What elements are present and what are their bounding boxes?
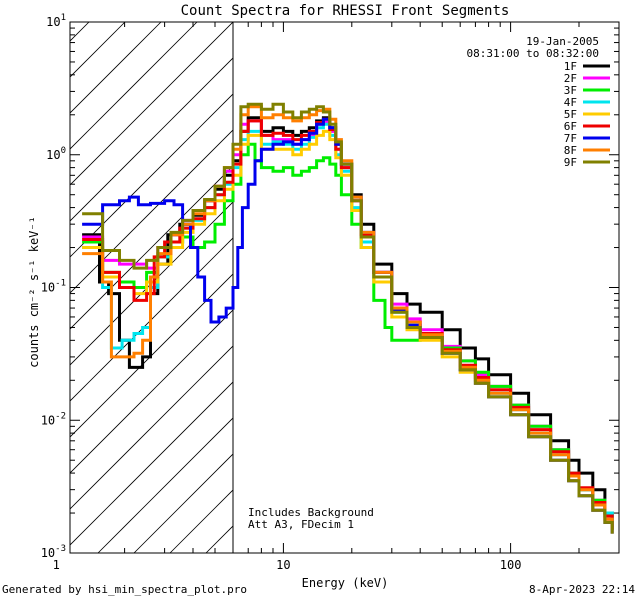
series-line-7F <box>82 117 614 534</box>
date-label: 19-Jan-2005 <box>526 35 599 48</box>
y-tick-base: 10 <box>46 15 60 29</box>
legend-label-6F: 6F <box>564 120 577 133</box>
hatch-line <box>70 22 234 186</box>
y-tick-exponent: -1 <box>55 279 66 289</box>
legend-label-9F: 9F <box>564 156 577 169</box>
background-note: Includes Background <box>248 506 374 519</box>
y-tick-base: 10 <box>41 281 55 295</box>
hatch-line <box>70 345 234 510</box>
hatch-line <box>70 93 234 258</box>
y-tick-exponent: 1 <box>61 13 66 23</box>
plot-timestamp: 8-Apr-2023 22:14 <box>529 583 635 596</box>
y-tick-label: 10-1 <box>41 279 66 295</box>
y-tick-base: 10 <box>41 546 55 560</box>
y-tick-exponent: 0 <box>61 146 66 156</box>
hatch-line <box>70 309 234 474</box>
y-tick-exponent: -3 <box>55 544 66 554</box>
hatch-line <box>70 237 234 402</box>
y-tick-label: 10-2 <box>41 411 66 427</box>
y-tick-label: 10-3 <box>41 544 66 560</box>
hatch-line <box>70 381 234 546</box>
x-tick-label: 1 <box>53 558 60 572</box>
hatch-line <box>70 57 234 222</box>
x-tick-label: 100 <box>500 558 522 572</box>
series-line-9F <box>82 102 614 534</box>
series-line-5F <box>82 129 614 534</box>
hatch-line <box>70 22 198 150</box>
y-tick-exponent: -2 <box>55 411 66 421</box>
time-range-label: 08:31:00 to 08:32:00 <box>467 47 599 60</box>
legend-label-4F: 4F <box>564 96 577 109</box>
hatch-lines <box>0 22 234 553</box>
y-tick-base: 10 <box>46 148 60 162</box>
y-tick-base: 10 <box>41 413 55 427</box>
y-tick-label: 101 <box>46 13 66 29</box>
hatch-line <box>0 22 17 553</box>
x-tick-label: 10 <box>276 558 290 572</box>
hatch-line <box>70 273 234 438</box>
y-tick-label: 100 <box>46 146 66 162</box>
series-group <box>82 102 614 534</box>
hatch-line <box>97 417 234 553</box>
legend-label-1F: 1F <box>564 60 577 73</box>
y-axis-label: counts cm⁻² s⁻¹ keV⁻¹ <box>27 216 41 368</box>
legend-label-7F: 7F <box>564 132 577 145</box>
hatch-line <box>70 22 162 114</box>
series-line-4F <box>82 122 614 523</box>
shaded-region-hatch <box>0 22 234 553</box>
legend-label-5F: 5F <box>564 108 577 121</box>
legend-label-8F: 8F <box>564 144 577 157</box>
legend-label-2F: 2F <box>564 72 577 85</box>
hatch-line <box>133 453 234 553</box>
x-axis-label: Energy (keV) <box>302 576 389 590</box>
legend-label-3F: 3F <box>564 84 577 97</box>
series-line-6F <box>82 117 614 530</box>
generated-by-label: Generated by hsi_min_spectra_plot.pro <box>2 583 248 596</box>
series-line-1F <box>82 116 614 530</box>
attenuator-note: Att A3, FDecim 1 <box>248 518 354 531</box>
series-line-2F <box>82 119 614 520</box>
chart-title: Count Spectra for RHESSI Front Segments <box>181 3 510 19</box>
